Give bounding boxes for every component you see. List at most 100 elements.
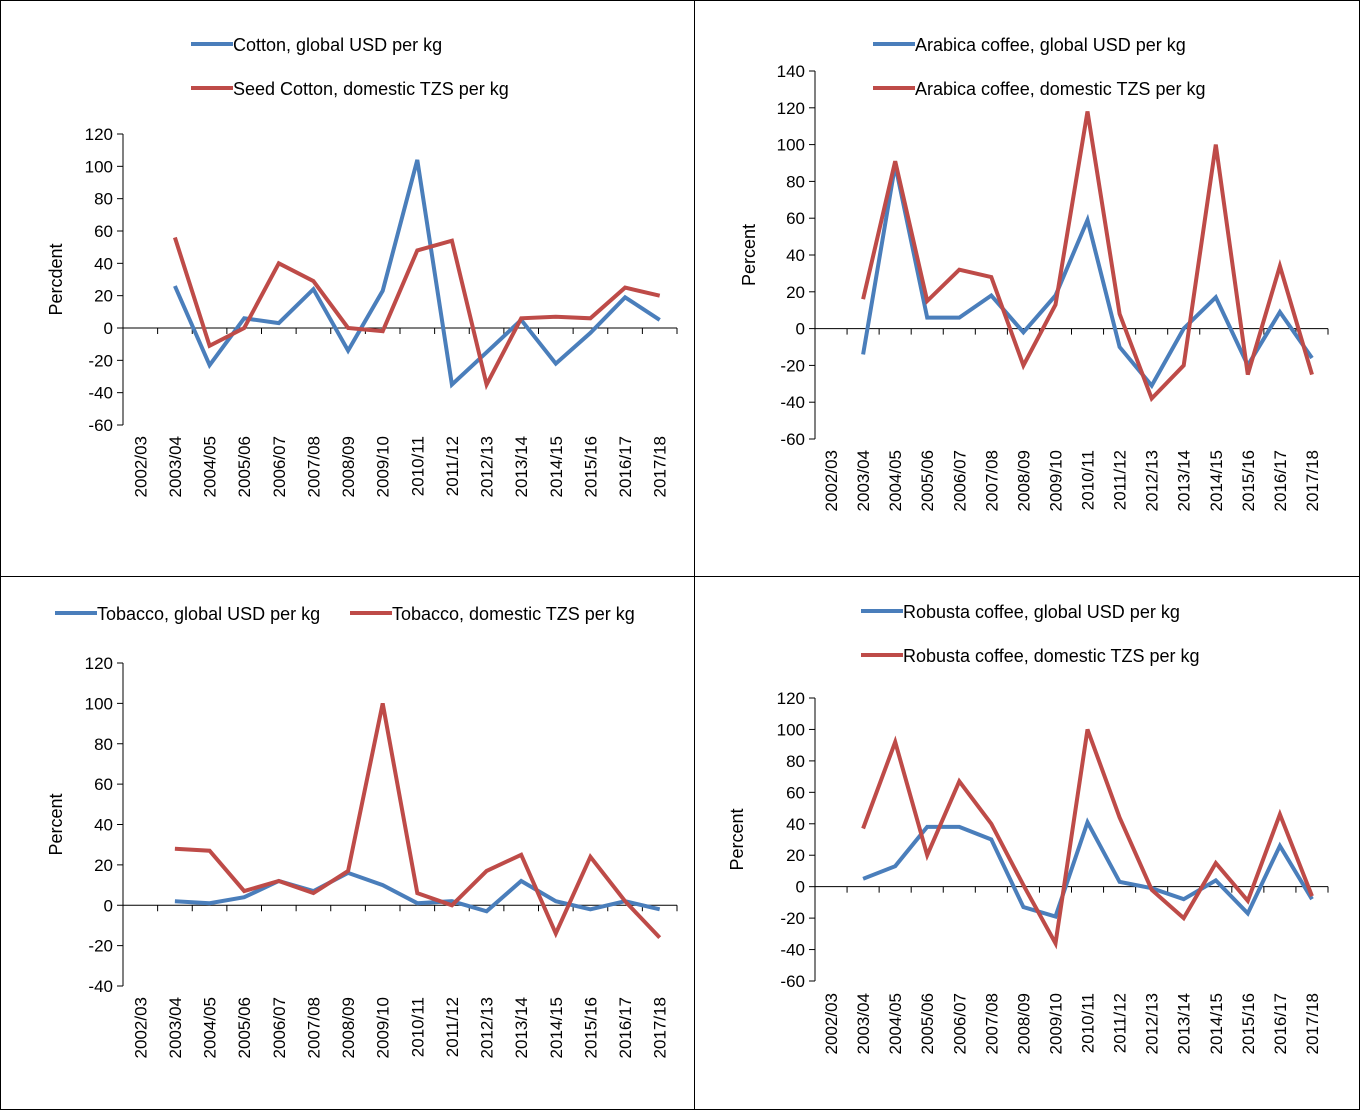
x-tick-label: 2013/14 xyxy=(512,997,531,1058)
x-tick-label: 2015/16 xyxy=(1239,993,1258,1054)
x-tick-label: 2003/04 xyxy=(854,450,873,511)
x-tick-label: 2016/17 xyxy=(616,997,635,1058)
x-tick-label: 2011/12 xyxy=(443,436,462,496)
y-tick-label: 0 xyxy=(104,896,113,915)
legend-label: Robusta coffee, domestic TZS per kg xyxy=(903,646,1199,666)
y-tick-label: -60 xyxy=(780,972,805,991)
y-tick-label: -40 xyxy=(88,977,113,996)
chart-cotton: 120 100 80 60 40 20 0 -20 -40 -60 2002/03 2003/04 20… xyxy=(0,0,694,576)
x-tick-label: 2014/15 xyxy=(1207,993,1226,1054)
legend-label: Robusta coffee, global USD per kg xyxy=(903,602,1180,622)
x-tick-label: 2003/04 xyxy=(166,436,185,497)
legend-label: Cotton, global USD per kg xyxy=(233,35,442,55)
y-tick-label: -60 xyxy=(88,416,113,435)
x-tick-label: 2016/17 xyxy=(1271,450,1290,511)
y-tick-label: 20 xyxy=(786,283,805,302)
chart-cotton-svg: 120 100 80 60 40 20 0 -20 -40 -60 2002/03 2003/04 20… xyxy=(46,35,678,497)
x-tick-label: 2004/05 xyxy=(886,450,905,511)
legend-label: Arabica coffee, global USD per kg xyxy=(915,35,1186,55)
y-tick-label: 60 xyxy=(786,783,805,802)
x-tick-label: 2013/14 xyxy=(512,436,531,497)
x-tick-label: 2017/18 xyxy=(1303,450,1322,511)
x-tick-label: 2005/06 xyxy=(235,436,254,497)
x-tick-label: 2009/10 xyxy=(1046,993,1065,1054)
x-tick-label: 2002/03 xyxy=(131,436,150,497)
y-tick-label: 60 xyxy=(94,222,113,241)
y-tick-label: -40 xyxy=(780,941,805,960)
x-tick-label: 2011/12 xyxy=(1111,993,1130,1053)
x-tick-label: 2014/15 xyxy=(547,436,566,497)
x-tick-label: 2012/13 xyxy=(1143,993,1162,1054)
y-tick-label: 120 xyxy=(85,654,113,673)
y-tick-label: 120 xyxy=(777,689,805,708)
x-tick-label: 2008/09 xyxy=(339,436,358,497)
x-tick-label: 2006/07 xyxy=(270,997,289,1058)
x-tick-label: 2003/04 xyxy=(166,997,185,1058)
x-tick-label: 2009/10 xyxy=(1046,450,1065,511)
x-tick-label: 2002/03 xyxy=(822,993,841,1054)
x-tick-label: 2017/18 xyxy=(651,436,670,497)
legend-label: Tobacco, global USD per kg xyxy=(97,604,320,624)
y-tick-label: 120 xyxy=(777,99,805,118)
chart-arabica-coffee-svg: 140 120 100 80 60 40 20 0 -20 -40 -60 2002/03 2003/0… xyxy=(739,35,1329,511)
x-tick-label: 2014/15 xyxy=(1207,450,1226,511)
legend-label: Tobacco, domestic TZS per kg xyxy=(392,604,635,624)
x-tick-label: 2007/08 xyxy=(304,436,323,497)
y-tick-label: 80 xyxy=(786,172,805,191)
y-tick-label: 80 xyxy=(786,752,805,771)
y-tick-label: 100 xyxy=(85,694,113,713)
x-tick-label: 2017/18 xyxy=(651,997,670,1058)
x-tick-label: 2010/11 xyxy=(408,436,427,496)
y-axis-label: Percdent xyxy=(46,243,66,315)
y-tick-label: -20 xyxy=(88,937,113,956)
x-tick-label: 2013/14 xyxy=(1175,993,1194,1054)
x-tick-label: 2006/07 xyxy=(270,436,289,497)
x-tick-label: 2007/08 xyxy=(982,450,1001,511)
y-tick-label: 100 xyxy=(777,720,805,739)
x-tick-label: 2013/14 xyxy=(1175,450,1194,511)
x-tick-label: 2003/04 xyxy=(854,993,873,1054)
y-tick-label: -20 xyxy=(88,351,113,370)
x-tick-label: 2015/16 xyxy=(1239,450,1258,511)
y-tick-label: 40 xyxy=(786,246,805,265)
x-tick-label: 2005/06 xyxy=(235,997,254,1058)
y-tick-label: 140 xyxy=(777,62,805,81)
y-axis-label: Percent xyxy=(727,808,747,870)
legend-label: Arabica coffee, domestic TZS per kg xyxy=(915,79,1205,99)
x-tick-label: 2014/15 xyxy=(547,997,566,1058)
y-tick-label: 100 xyxy=(777,136,805,155)
x-tick-label: 2015/16 xyxy=(581,997,600,1058)
series-line-2 xyxy=(172,236,661,391)
y-tick-label: 40 xyxy=(94,816,113,835)
horizontal-divider xyxy=(0,576,1360,577)
y-tick-label: 80 xyxy=(94,735,113,754)
x-tick-label: 2016/17 xyxy=(616,436,635,497)
x-tick-label: 2008/09 xyxy=(339,997,358,1058)
x-tick-label: 2011/12 xyxy=(443,997,462,1057)
x-tick-label: 2017/18 xyxy=(1303,993,1322,1054)
y-tick-label: -20 xyxy=(780,909,805,928)
legend-label: Seed Cotton, domestic TZS per kg xyxy=(233,79,509,99)
series-line-2 xyxy=(861,111,1314,403)
chart-tobacco: 120 100 80 60 40 20 0 -20 -40 2002/03 2003/04 2004/… xyxy=(0,577,694,1110)
vertical-divider xyxy=(694,0,695,1110)
y-axis-label: Percent xyxy=(739,224,759,286)
y-tick-label: 0 xyxy=(104,319,113,338)
x-tick-label: 2007/08 xyxy=(982,993,1001,1054)
series-line-1 xyxy=(862,817,1314,919)
y-tick-label: 60 xyxy=(786,209,805,228)
x-tick-label: 2006/07 xyxy=(950,993,969,1054)
x-tick-label: 2002/03 xyxy=(131,997,150,1058)
y-tick-label: -40 xyxy=(88,384,113,403)
y-tick-label: 0 xyxy=(796,320,805,339)
x-tick-label: 2008/09 xyxy=(1014,993,1033,1054)
y-tick-label: 40 xyxy=(94,254,113,273)
y-tick-label: -20 xyxy=(780,356,805,375)
chart-robusta-coffee-svg: 120 100 80 60 40 20 0 -20 -40 -60 2002/03 2003/04 20… xyxy=(727,602,1329,1054)
x-tick-label: 2006/07 xyxy=(950,450,969,511)
x-tick-label: 2002/03 xyxy=(822,450,841,511)
series-line-1 xyxy=(173,159,661,389)
x-tick-label: 2008/09 xyxy=(1014,450,1033,511)
y-tick-label: 20 xyxy=(786,846,805,865)
x-tick-label: 2016/17 xyxy=(1271,993,1290,1054)
